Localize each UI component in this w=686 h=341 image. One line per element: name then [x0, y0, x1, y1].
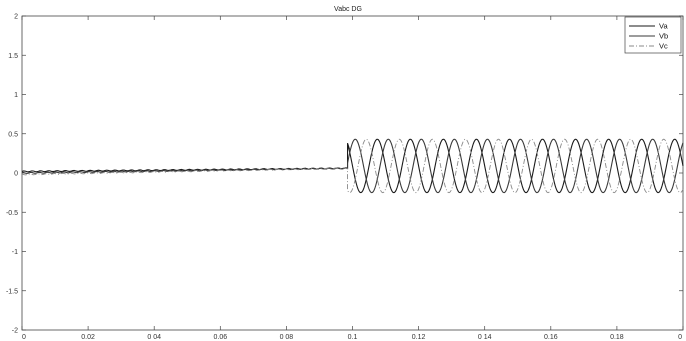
series-line-vb [21, 138, 684, 194]
series-line-va [21, 138, 684, 194]
x-tick-label: 0.02 [81, 334, 95, 341]
chart-title: Vabc DG [334, 6, 362, 13]
x-tick-label: 0.12 [412, 334, 426, 341]
plot-border [21, 15, 684, 331]
y-tick-label: -1.5 [6, 288, 18, 295]
y-axis: 2 1.5 1 0.5 0 -0.5 -1 -1.5 -2 [6, 14, 683, 335]
legend-label-vb: Vb [659, 32, 668, 41]
x-tick-label: 0 [22, 334, 26, 341]
legend-label-va: Va [659, 22, 668, 31]
x-tick-label: 0.06 [213, 334, 227, 341]
x-tick-label: 0 04 [147, 334, 161, 341]
axes-frame [21, 15, 684, 331]
y-tick-label: 1 [14, 92, 18, 99]
legend-label-vc: Vc [659, 42, 668, 51]
y-tick-label: 0 [14, 171, 18, 178]
y-tick-label: 0.5 [8, 131, 18, 138]
y-tick-label: -2 [12, 328, 18, 335]
y-tick-label: -0.5 [6, 210, 18, 217]
series-line-vc [21, 138, 684, 194]
x-tick-label: 0 08 [280, 334, 294, 341]
x-tick-label: 0.18 [610, 334, 624, 341]
x-tick-label: 0.16 [544, 334, 558, 341]
x-tick-label: 0.1 [348, 334, 358, 341]
y-tick-label: 2 [14, 14, 18, 21]
x-axis: 0 0.02 0 04 0.06 0 08 0.1 0.12 0 14 0.16 0.18 0 [21, 16, 684, 341]
x-tick-label: 0 [678, 334, 682, 341]
y-tick-label: 1.5 [8, 53, 18, 60]
series-layer [21, 138, 684, 194]
legend-box [624, 16, 682, 54]
x-tick-label: 0 14 [478, 334, 492, 341]
y-tick-label: -1 [12, 249, 18, 256]
